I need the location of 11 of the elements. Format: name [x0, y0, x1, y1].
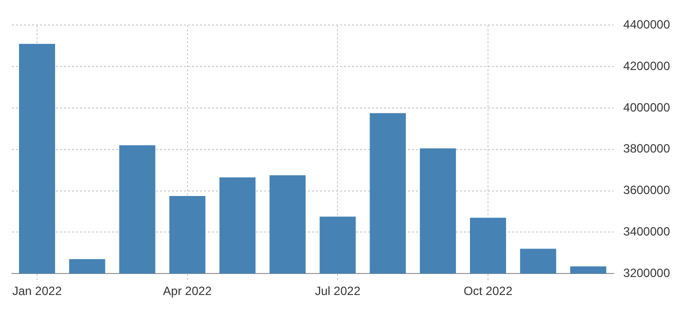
x-tick-label: Jan 2022 [12, 284, 62, 298]
x-tick-label: Jul 2022 [315, 284, 361, 298]
y-tick-label: 4400000 [623, 18, 670, 32]
y-tick-label: 3400000 [623, 224, 670, 239]
y-tick-label: 3600000 [623, 183, 670, 198]
y-tick-label: 3800000 [623, 142, 670, 156]
x-tick-label: Oct 2022 [464, 284, 513, 298]
y-tick-label: 4000000 [623, 100, 670, 114]
x-tick-label: Apr 2022 [163, 284, 212, 298]
y-tick-label: 3200000 [623, 266, 670, 280]
y-tick-label: 4200000 [623, 58, 670, 73]
